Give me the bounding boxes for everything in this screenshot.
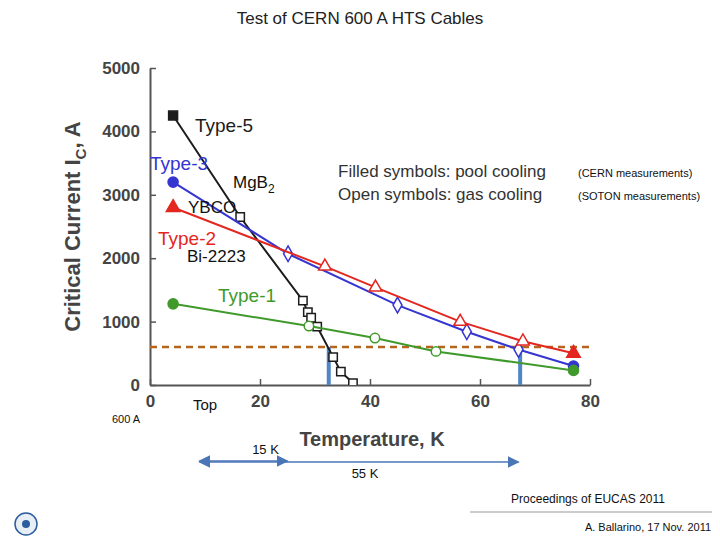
y-axis-title-part: Critical Current I bbox=[60, 159, 85, 331]
logo bbox=[15, 513, 37, 535]
data-point bbox=[304, 321, 313, 330]
plot-area bbox=[150, 111, 590, 385]
y-axis: 0 1000 2000 3000 4000 5000 bbox=[102, 59, 156, 395]
data-point bbox=[370, 333, 379, 342]
data-point bbox=[567, 345, 581, 357]
y-axis-title-part: , A bbox=[60, 121, 85, 148]
y-axis-title: Critical Current IC, A bbox=[60, 121, 89, 332]
x-tick-label: 80 bbox=[581, 392, 600, 411]
data-point bbox=[349, 379, 357, 385]
data-point bbox=[236, 213, 244, 221]
chart-container: Test of CERN 600 A HTS Cables 0 20 40 60 80 0 1… bbox=[0, 0, 720, 540]
data-point bbox=[454, 314, 467, 325]
annotation: MgB2 bbox=[233, 173, 275, 196]
footer-text: Proceedings of EUCAS 2011 bbox=[511, 492, 665, 506]
y-tick-mark bbox=[150, 321, 156, 323]
data-point bbox=[168, 299, 178, 309]
x-tick: 60 bbox=[471, 379, 490, 411]
series-label: Type-3 bbox=[150, 153, 208, 174]
data-point bbox=[299, 296, 307, 304]
x-tick: 80 bbox=[581, 379, 600, 411]
y-tick: 0 bbox=[131, 376, 156, 395]
data-point bbox=[431, 347, 440, 356]
y-tick-mark bbox=[150, 385, 156, 387]
data-point bbox=[329, 353, 337, 361]
y-axis-title-sub: C bbox=[72, 148, 89, 159]
y-tick-label: 1000 bbox=[102, 313, 140, 332]
x-tick-mark bbox=[590, 379, 592, 385]
series-label: Type-1 bbox=[218, 285, 276, 306]
data-point bbox=[568, 365, 578, 375]
x-marker-label: Top bbox=[193, 396, 217, 413]
series-line bbox=[173, 182, 573, 366]
y-tick: 2000 bbox=[102, 249, 156, 268]
y-tick-label: 4000 bbox=[102, 122, 140, 141]
annotation-sub: 2 bbox=[268, 182, 275, 196]
series-line bbox=[173, 304, 573, 371]
reference-label: 600 A bbox=[112, 413, 141, 425]
data-point bbox=[166, 200, 180, 212]
series-label: Type-5 bbox=[195, 115, 253, 136]
x-tick-label: 20 bbox=[251, 392, 270, 411]
data-point bbox=[337, 368, 345, 376]
annotation: Bi-2223 bbox=[187, 247, 246, 266]
span-arrow bbox=[200, 461, 519, 463]
y-tick: 3000 bbox=[102, 186, 156, 205]
data-point bbox=[168, 177, 178, 187]
span-label: 55 K bbox=[352, 466, 379, 481]
series-line bbox=[173, 207, 573, 353]
y-tick-mark bbox=[150, 68, 156, 70]
y-axis-line bbox=[150, 69, 152, 386]
y-tick-label: 2000 bbox=[102, 249, 140, 268]
x-tick-label: 60 bbox=[471, 392, 490, 411]
y-tick-mark bbox=[150, 131, 156, 133]
data-point bbox=[169, 111, 178, 120]
y-tick-label: 0 bbox=[131, 376, 140, 395]
logo-ring bbox=[15, 513, 37, 535]
x-tick-mark bbox=[260, 379, 262, 385]
footer-rule bbox=[470, 512, 712, 513]
annotation: YBCO bbox=[188, 198, 236, 217]
y-tick: 1000 bbox=[102, 313, 156, 332]
x-axis-title: Temperature, K bbox=[299, 428, 445, 450]
logo-core bbox=[22, 520, 30, 528]
note: Open symbols: gas cooling bbox=[338, 185, 542, 204]
y-tick: 4000 bbox=[102, 122, 156, 141]
x-tick-label: 0 bbox=[146, 392, 155, 411]
y-tick-mark bbox=[150, 195, 156, 197]
chart-title: Test of CERN 600 A HTS Cables bbox=[237, 9, 484, 28]
span-label: 15 K bbox=[252, 442, 279, 457]
source-note: (SOTON measurements) bbox=[578, 190, 700, 202]
data-point bbox=[393, 297, 402, 313]
y-tick-mark bbox=[150, 258, 156, 260]
data-point bbox=[517, 334, 530, 345]
data-point bbox=[462, 324, 471, 340]
x-tick-label: 40 bbox=[361, 392, 380, 411]
reference-line bbox=[150, 346, 590, 349]
note: Filled symbols: pool cooling bbox=[338, 162, 546, 181]
data-point bbox=[319, 259, 332, 270]
x-tick: 20 bbox=[251, 379, 270, 411]
series-label: Type-2 bbox=[158, 228, 216, 249]
footer-text: A. Ballarino, 17 Nov. 2011 bbox=[585, 521, 711, 533]
y-tick-label: 3000 bbox=[102, 186, 140, 205]
x-tick-mark bbox=[480, 379, 482, 385]
y-tick: 5000 bbox=[102, 59, 156, 78]
chart-svg: Test of CERN 600 A HTS Cables 0 20 40 60 80 0 1… bbox=[0, 0, 720, 540]
y-tick-label: 5000 bbox=[102, 59, 140, 78]
annotation-part: MgB bbox=[233, 173, 268, 192]
data-point bbox=[369, 280, 382, 291]
source-note: (CERN measurements) bbox=[578, 167, 692, 179]
x-tick: 40 bbox=[361, 379, 380, 411]
x-tick-mark bbox=[370, 379, 372, 385]
